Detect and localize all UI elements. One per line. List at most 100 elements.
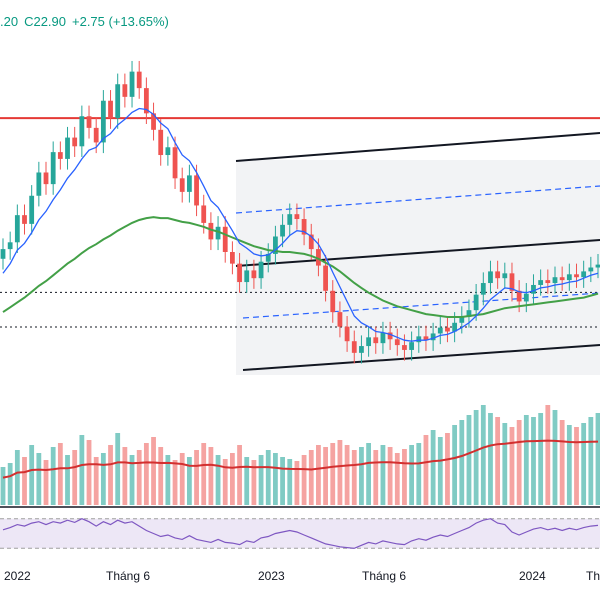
candle-body: [473, 294, 479, 311]
volume-bar: [22, 457, 27, 505]
candle-body: [581, 271, 587, 278]
volume-bar: [29, 445, 35, 505]
candle-body: [229, 252, 235, 264]
volume-bar: [287, 459, 293, 505]
x-tick-label: Th: [586, 569, 600, 583]
volume-bar: [265, 450, 271, 505]
rsi-line: [2, 518, 599, 549]
change-value: +2.75 (+13.65%): [72, 14, 169, 29]
candle-body: [22, 215, 27, 224]
volume-bar: [380, 445, 386, 505]
volume-bar: [301, 455, 307, 505]
volume-bar: [14, 450, 20, 505]
candle-body: [538, 280, 544, 285]
volume-bar: [237, 445, 242, 505]
volume-bar: [208, 447, 214, 505]
volume-bar: [57, 443, 63, 505]
volume-bar: [215, 455, 221, 505]
candle-body: [14, 215, 20, 243]
candle-body: [36, 172, 42, 196]
candle-body: [186, 175, 192, 192]
candle-body: [559, 277, 565, 281]
candle-body: [359, 346, 364, 353]
candle-body: [258, 261, 264, 279]
volume-bar: [337, 440, 343, 505]
candles: [0, 60, 600, 364]
volume-bar: [115, 433, 121, 505]
candle-body: [316, 249, 321, 266]
volume-bar: [351, 450, 357, 505]
candle-body: [7, 242, 13, 250]
ohlc-prefix: .20: [0, 14, 19, 29]
volume-bar: [294, 461, 300, 505]
volume-bar: [93, 457, 99, 505]
volume-bar: [488, 413, 493, 505]
volume-bar: [122, 447, 128, 505]
candle-body: [301, 219, 307, 235]
volume-bar: [387, 447, 393, 505]
volume-bar: [258, 455, 264, 505]
candle-body: [409, 342, 415, 350]
candle-body: [122, 84, 128, 97]
volume-bar: [43, 460, 49, 505]
candle-body: [194, 175, 199, 206]
x-tick-label: 2022: [4, 569, 31, 583]
volume-bar: [466, 415, 472, 505]
moving-averages: [2, 107, 599, 342]
volume-bar: [545, 405, 551, 505]
volume-bar: [194, 450, 199, 505]
volume-bar: [402, 449, 407, 505]
volume-bar: [574, 427, 579, 505]
candle-body: [50, 152, 56, 185]
volume-bar: [416, 443, 422, 505]
volume-bar: [330, 443, 336, 505]
candle-body: [143, 88, 149, 114]
candle-body: [394, 339, 400, 346]
rsi-pane: [0, 518, 600, 549]
candle-body: [323, 265, 328, 291]
projection-zone: [236, 160, 600, 375]
volume-bar: [201, 443, 207, 505]
candle-body: [344, 326, 350, 342]
volume-bar: [186, 457, 192, 505]
x-tick-label: 2024: [519, 569, 546, 583]
volume-bar: [531, 417, 536, 505]
candle-body: [531, 284, 536, 294]
candle-body: [509, 273, 515, 291]
candle-body: [251, 270, 257, 279]
volume-bar: [251, 460, 257, 505]
candle-body: [93, 127, 99, 143]
volume-ma-line: [2, 439, 599, 479]
channel-mid-line: [235, 239, 600, 267]
volume-bar: [452, 425, 458, 505]
volume-bar: [473, 410, 479, 505]
volume-bar: [495, 417, 501, 505]
volume-bar: [273, 453, 278, 505]
volume-bar: [86, 440, 92, 505]
ema-fast-line: [2, 107, 599, 342]
candle-body: [222, 226, 228, 252]
volume-bar: [222, 459, 228, 505]
candle-body: [215, 226, 221, 240]
volume-bar: [566, 425, 572, 505]
candle-body: [165, 147, 171, 156]
candle-body: [387, 332, 393, 340]
candle-body: [273, 236, 278, 254]
volume-bar: [280, 457, 285, 505]
volume-bar: [581, 423, 587, 505]
candle-body: [488, 271, 493, 284]
volume-bar: [136, 450, 142, 505]
candle-body: [574, 274, 579, 278]
volume-bar: [308, 450, 314, 505]
candle-body: [179, 178, 185, 192]
volume-bar: [108, 445, 113, 505]
candle-body: [373, 337, 379, 344]
volume-bar: [158, 447, 164, 505]
volume-bar: [72, 450, 78, 505]
volume-bar: [165, 455, 171, 505]
candle-body: [595, 264, 600, 268]
candle-body: [402, 345, 407, 350]
candle-body: [308, 234, 314, 250]
candle-body: [115, 84, 121, 119]
